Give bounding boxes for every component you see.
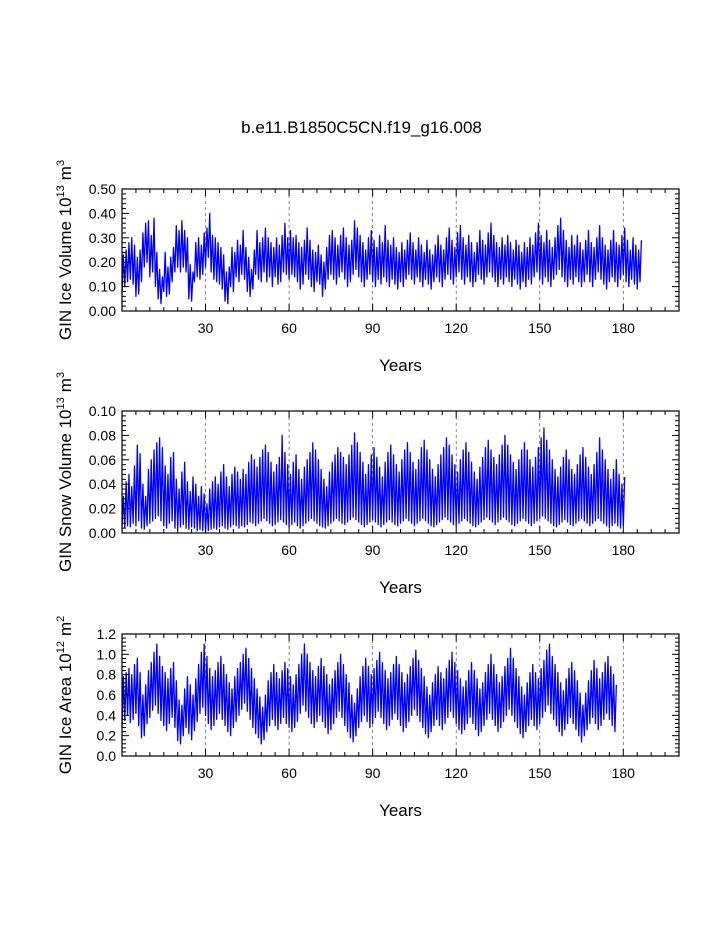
- snow-volume-y-tick-label: 0.06: [89, 452, 116, 468]
- snow-volume-y-tick-label: 0.08: [89, 427, 116, 443]
- ice-volume-series: [121, 212, 643, 305]
- ice-volume-x-tick-label: 150: [528, 320, 552, 336]
- snow-volume-ticks: [122, 410, 679, 534]
- ice-area-y-tick-label: 0.4: [97, 707, 117, 723]
- ice-area-y-label-unit-exp: 2: [55, 616, 67, 622]
- ice-volume-x-axis-label: Years: [379, 356, 422, 375]
- ice-area-x-tick-label: 150: [528, 765, 552, 781]
- ice-volume-y-tick-labels: 0.00 0.10 0.20 0.30 0.40 0.50: [89, 181, 116, 319]
- ice-volume-y-label-unit-exp: 3: [55, 160, 67, 166]
- snow-volume-y-label-main: GIN Snow Volume 10: [56, 410, 75, 573]
- ice-area-x-tick-label: 90: [365, 765, 381, 781]
- snow-volume-x-tick-label: 30: [198, 542, 214, 558]
- ice-area-y-tick-labels: 0.0 0.2 0.4 0.6 0.8 1.0 1.2: [97, 626, 117, 764]
- snow-volume-y-label-unit: m: [56, 378, 75, 392]
- ice-volume-x-tick-label: 180: [612, 320, 636, 336]
- snow-volume-x-tick-label: 180: [612, 542, 636, 558]
- ice-volume-panel: 0.00 0.10 0.20 0.30 0.40 0.50 30 60 90 120 150 180…: [55, 160, 680, 375]
- ice-volume-y-tick-label: 0.20: [89, 254, 116, 270]
- snow-volume-y-tick-label: 0.10: [89, 403, 116, 419]
- ice-volume-y-tick-label: 0.00: [89, 303, 116, 319]
- ice-area-x-tick-label: 30: [198, 765, 214, 781]
- ice-area-y-label-exp: 12: [55, 641, 67, 653]
- snow-volume-y-tick-label: 0.02: [89, 501, 116, 517]
- ice-area-x-tick-label: 180: [612, 765, 636, 781]
- ice-area-y-tick-label: 0.6: [97, 687, 117, 703]
- snow-volume-x-tick-label: 90: [365, 542, 381, 558]
- snow-volume-x-tick-label: 120: [445, 542, 469, 558]
- snow-volume-y-tick-label: 0.00: [89, 525, 116, 541]
- snow-volume-grid: [205, 411, 624, 533]
- ice-area-x-axis-label: Years: [379, 801, 422, 820]
- ice-area-x-tick-label: 60: [281, 765, 297, 781]
- ice-area-y-label-main: GIN Ice Area 10: [56, 653, 75, 774]
- snow-volume-line: [121, 427, 626, 533]
- snow-volume-y-tick-label: 0.04: [89, 476, 116, 492]
- ice-volume-y-label-main: GIN Ice Volume 10: [56, 197, 75, 340]
- ice-volume-y-tick-label: 0.10: [89, 279, 116, 295]
- ice-volume-y-axis-label: GIN Ice Volume 1013 m3: [55, 160, 75, 340]
- ice-volume-y-tick-label: 0.30: [89, 230, 116, 246]
- snow-volume-y-label-exp: 13: [55, 397, 67, 409]
- ice-area-y-tick-label: 0.2: [97, 728, 117, 744]
- ice-volume-y-label-exp: 13: [55, 185, 67, 197]
- ice-area-y-tick-label: 1.2: [97, 626, 117, 642]
- snow-volume-y-axis-label: GIN Snow Volume 1013 m3: [55, 372, 75, 572]
- ice-area-x-tick-labels: 30 60 90 120 150 180: [198, 765, 635, 781]
- ice-volume-y-label-unit: m: [56, 166, 75, 180]
- ice-volume-x-tick-label: 60: [281, 320, 297, 336]
- ice-area-y-label-unit: m: [56, 622, 75, 636]
- ice-area-ticks: [122, 633, 679, 757]
- snow-volume-y-tick-labels: 0.00 0.02 0.04 0.06 0.08 0.10: [89, 403, 116, 541]
- ice-area-panel: 0.0 0.2 0.4 0.6 0.8 1.0 1.2 30 60 90 120 150 180 Ye…: [55, 616, 680, 820]
- ice-volume-ticks: [122, 188, 679, 312]
- ice-area-x-tick-label: 120: [445, 765, 469, 781]
- ice-volume-x-tick-label: 90: [365, 320, 381, 336]
- ice-area-y-tick-label: 1.0: [97, 646, 117, 662]
- ice-volume-y-tick-label: 0.40: [89, 205, 116, 221]
- figure-title: b.e11.B1850C5CN.f19_g16.008: [241, 118, 482, 137]
- snow-volume-x-axis-label: Years: [379, 578, 422, 597]
- ice-area-y-tick-label: 0.0: [97, 748, 117, 764]
- ice-volume-y-tick-label: 0.50: [89, 181, 116, 197]
- ice-area-y-axis-label: GIN Ice Area 1012 m2: [55, 616, 75, 775]
- ice-area-y-tick-label: 0.8: [97, 667, 117, 683]
- snow-volume-series: [121, 427, 626, 533]
- ice-volume-x-tick-label: 120: [445, 320, 469, 336]
- ice-area-series: [121, 643, 617, 745]
- ice-volume-x-tick-label: 30: [198, 320, 214, 336]
- snow-volume-panel: 0.00 0.02 0.04 0.06 0.08 0.10 30 60 90 120 150 180…: [55, 372, 680, 597]
- ice-volume-x-tick-labels: 30 60 90 120 150 180: [198, 320, 635, 336]
- ice-volume-line: [121, 212, 643, 305]
- snow-volume-x-tick-label: 60: [281, 542, 297, 558]
- ice-area-line: [121, 643, 617, 745]
- snow-volume-y-label-unit-exp: 3: [55, 372, 67, 378]
- snow-volume-x-tick-label: 150: [528, 542, 552, 558]
- snow-volume-x-tick-labels: 30 60 90 120 150 180: [198, 542, 635, 558]
